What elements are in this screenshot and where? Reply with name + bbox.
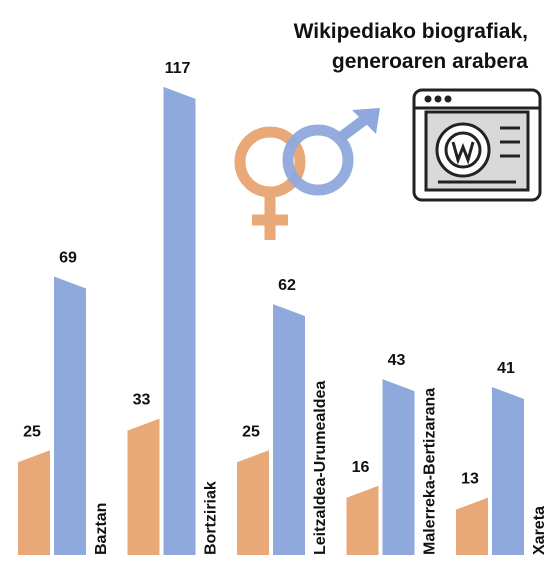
category-label: Malerreka-Bertizarana [422,388,439,555]
bar [54,276,86,555]
value-label: 117 [165,60,191,77]
bar [456,497,488,555]
chart-title: Wikipediako biografiak, [294,20,528,43]
chart-title: generoaren arabera [332,50,528,73]
value-label: 25 [23,423,41,440]
bar [237,450,269,555]
value-label: 41 [497,360,515,377]
browser-icon [412,88,542,202]
gender-icon [234,108,380,240]
value-label: 69 [59,249,77,266]
category-label: Leitzaldea-Urumealdea [312,381,329,555]
value-label: 13 [461,471,479,488]
value-label: 62 [278,277,296,294]
bar [127,418,160,555]
category-label: Xareta [531,506,548,555]
value-label: 25 [242,423,260,440]
value-label: 43 [388,352,406,369]
bar [346,485,379,555]
category-label: Bortziriak [203,481,220,555]
value-label: 33 [133,392,151,409]
bar [163,86,196,555]
bar [273,304,305,555]
bar [382,379,415,555]
category-label: Baztan [93,503,110,555]
bar [492,387,524,555]
value-label: 16 [352,459,370,476]
bar [18,450,50,555]
